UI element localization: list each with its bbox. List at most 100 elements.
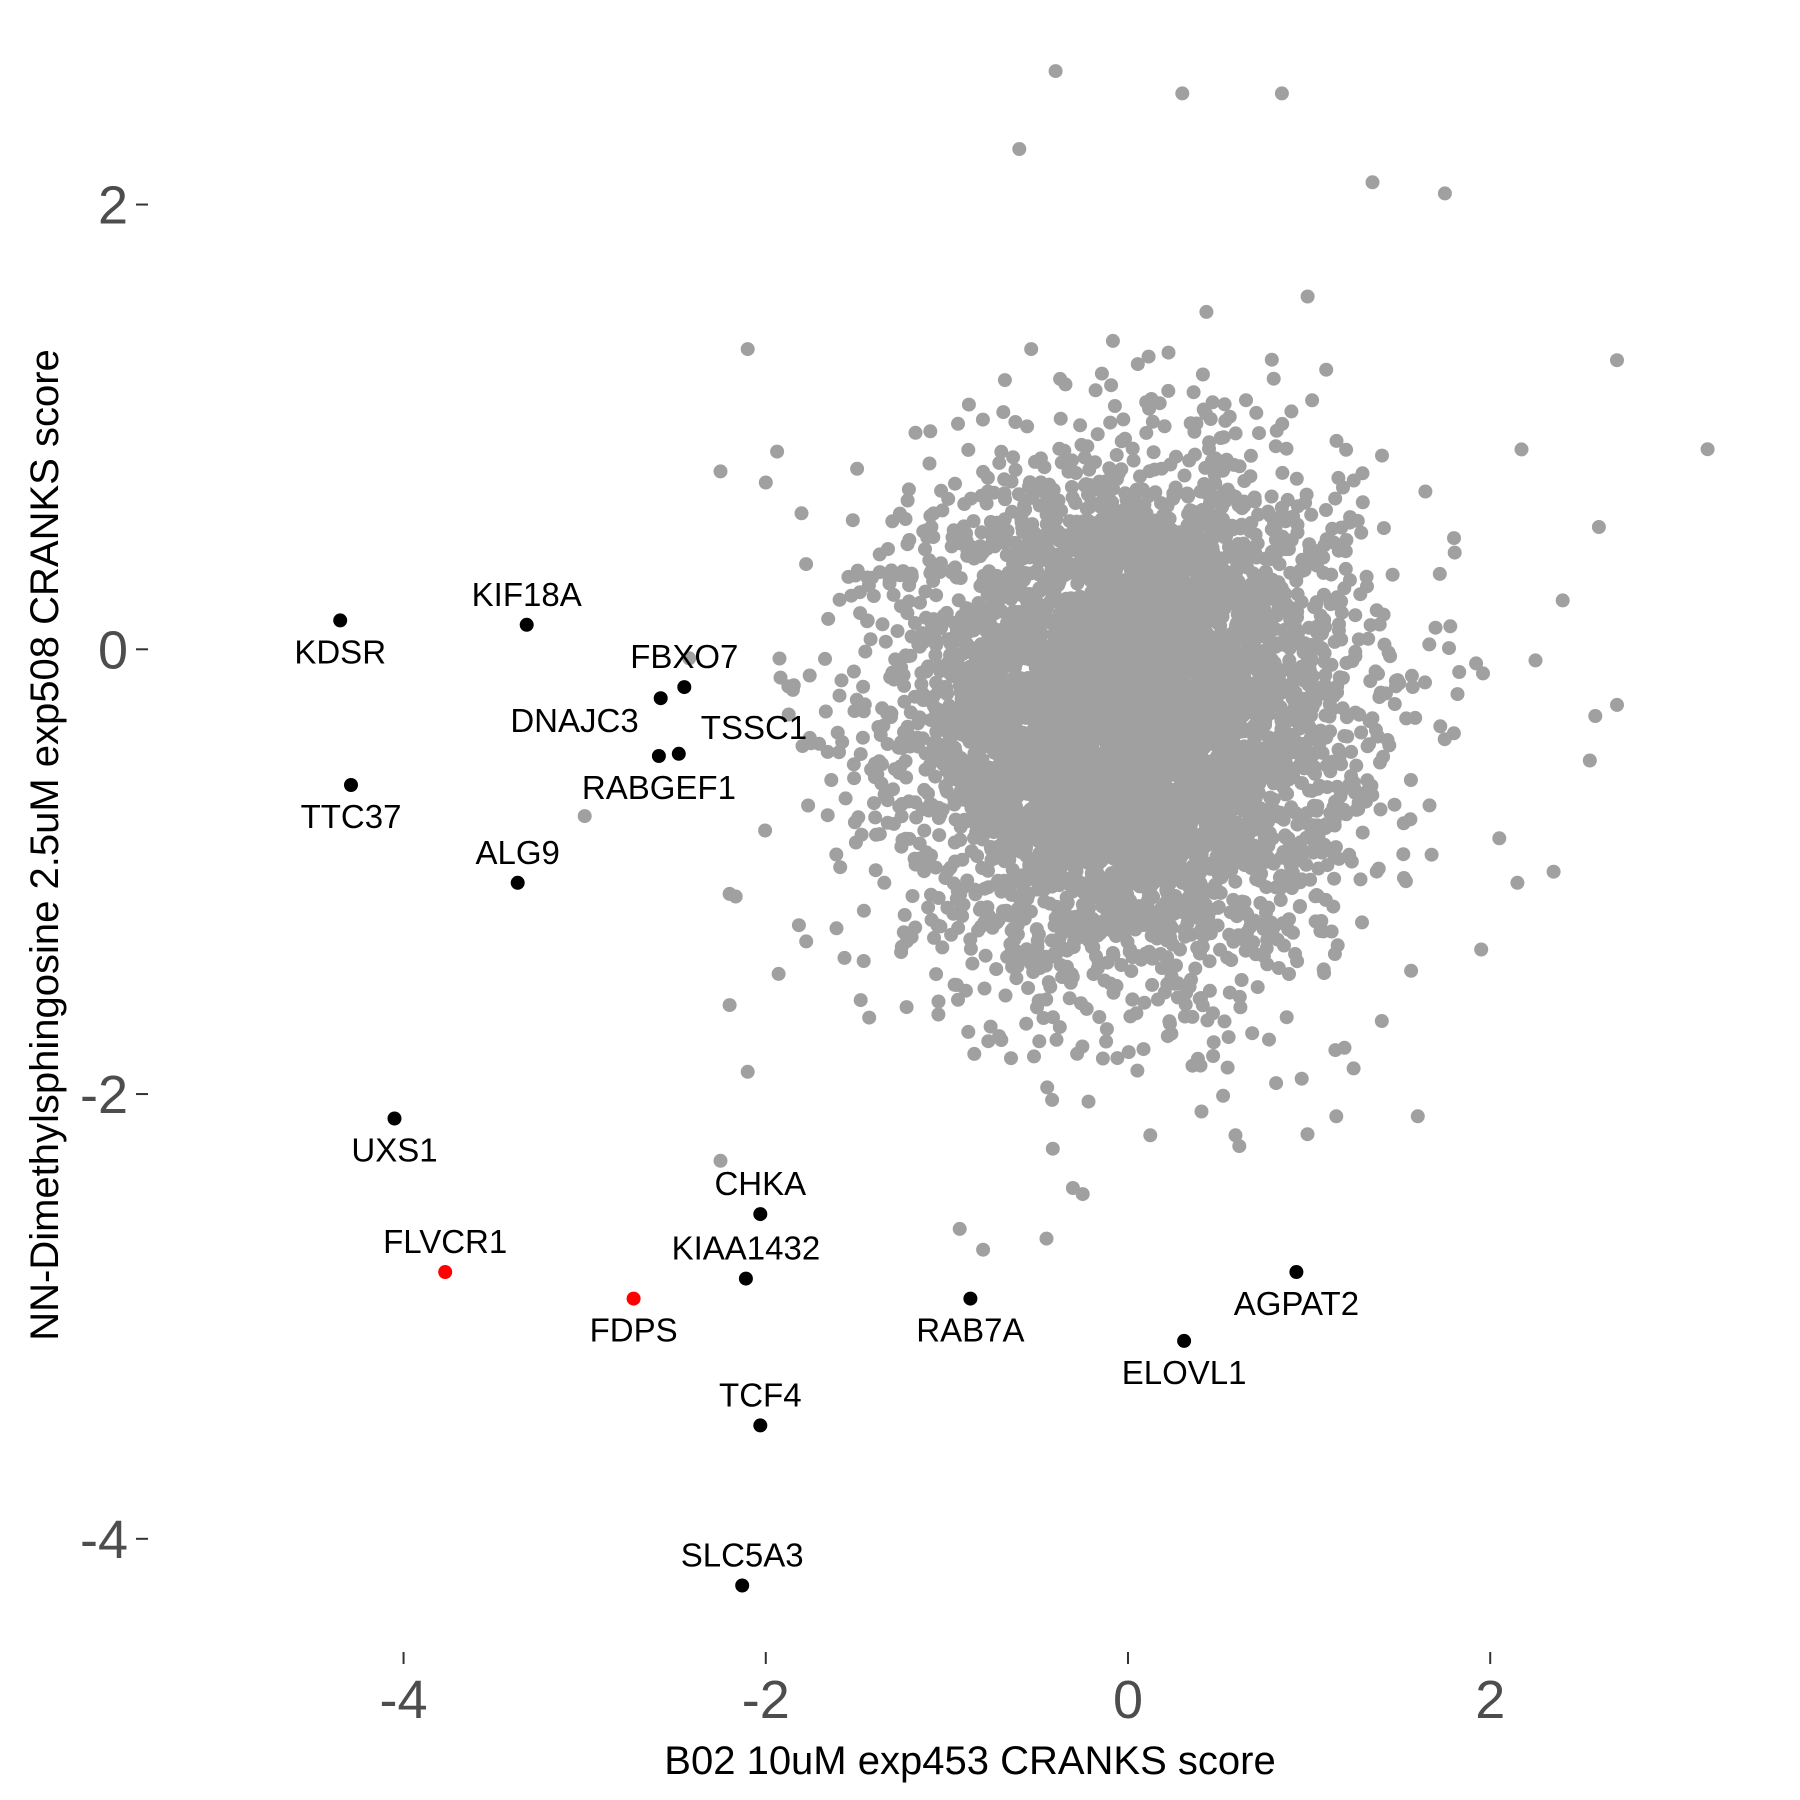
background-point — [1302, 657, 1317, 672]
background-point — [867, 796, 881, 811]
background-point — [868, 863, 883, 878]
background-point — [1304, 507, 1319, 522]
background-point — [996, 904, 1010, 919]
background-point — [1315, 745, 1330, 760]
background-point — [866, 589, 881, 603]
background-point — [886, 587, 901, 602]
background-point — [1103, 976, 1118, 991]
background-point — [1279, 597, 1294, 611]
background-point — [772, 651, 787, 666]
background-point — [917, 782, 932, 797]
background-point — [1105, 946, 1120, 960]
background-point — [1024, 543, 1039, 558]
background-point — [1090, 427, 1105, 442]
background-point — [1316, 962, 1331, 977]
background-point — [849, 692, 864, 707]
background-point — [1272, 870, 1287, 885]
background-point — [1323, 817, 1338, 832]
background-point — [955, 852, 970, 867]
background-point — [1011, 487, 1026, 502]
background-point — [898, 754, 913, 769]
background-point — [773, 670, 788, 685]
background-point — [848, 835, 863, 850]
background-point — [1352, 707, 1367, 722]
background-point — [880, 793, 895, 808]
background-point — [1450, 687, 1465, 702]
background-point — [1242, 595, 1257, 609]
background-point — [1271, 670, 1286, 685]
background-point — [958, 983, 973, 998]
background-point — [1514, 442, 1529, 457]
background-point — [981, 1034, 996, 1049]
background-point — [947, 977, 962, 992]
background-point — [1383, 649, 1398, 664]
background-point — [1130, 1063, 1145, 1078]
background-point — [1351, 632, 1366, 647]
background-point — [1042, 896, 1057, 911]
background-point — [1189, 416, 1204, 431]
background-point — [1159, 924, 1174, 939]
background-point — [955, 909, 970, 924]
background-point — [758, 823, 773, 838]
background-point — [1005, 836, 1020, 851]
background-point — [1398, 874, 1413, 889]
background-point — [847, 771, 862, 786]
background-point — [1194, 922, 1208, 937]
background-point — [1447, 545, 1462, 560]
background-point — [1095, 1051, 1110, 1066]
background-point — [917, 823, 932, 838]
background-point — [1239, 393, 1253, 408]
background-point — [1317, 587, 1331, 602]
background-point — [1177, 468, 1192, 483]
background-point — [1327, 871, 1342, 886]
background-point — [1088, 455, 1102, 470]
background-point — [1125, 441, 1140, 456]
background-point — [1221, 1030, 1236, 1045]
background-point — [918, 542, 932, 557]
background-point — [1099, 1034, 1114, 1049]
background-point — [1116, 412, 1131, 427]
background-point — [1338, 544, 1353, 559]
background-point — [1294, 1071, 1309, 1086]
background-point — [1203, 507, 1218, 522]
background-point — [964, 844, 979, 859]
background-point — [799, 557, 814, 572]
background-point — [1133, 469, 1147, 484]
background-point — [887, 762, 902, 777]
background-point — [1094, 366, 1109, 381]
background-point — [1099, 1022, 1114, 1037]
background-point — [1107, 702, 1122, 716]
background-point — [905, 889, 920, 903]
background-point — [878, 634, 893, 649]
background-point — [821, 611, 836, 626]
background-point — [1020, 419, 1035, 434]
background-point — [1276, 812, 1291, 827]
background-point — [978, 948, 993, 963]
background-point — [1368, 664, 1383, 679]
background-point — [1338, 561, 1353, 576]
background-point — [832, 688, 847, 703]
background-point — [980, 470, 995, 485]
background-point — [1326, 535, 1341, 550]
background-point — [1289, 471, 1304, 486]
background-point — [1243, 448, 1258, 463]
background-point — [1334, 632, 1349, 647]
background-point — [1302, 732, 1317, 747]
background-point — [939, 605, 954, 620]
background-point — [1206, 1035, 1221, 1050]
background-point — [1133, 849, 1148, 863]
background-point — [1284, 800, 1299, 815]
background-point — [1081, 1094, 1096, 1109]
background-point — [1203, 412, 1218, 426]
background-point — [1220, 1060, 1235, 1075]
background-point — [907, 616, 922, 630]
background-point — [1268, 439, 1283, 454]
background-point — [1337, 1040, 1352, 1055]
background-point — [846, 757, 861, 772]
background-point — [1053, 411, 1068, 426]
background-point — [1349, 802, 1364, 817]
background-point — [1284, 404, 1299, 419]
background-point — [992, 455, 1007, 470]
background-point — [829, 921, 844, 936]
